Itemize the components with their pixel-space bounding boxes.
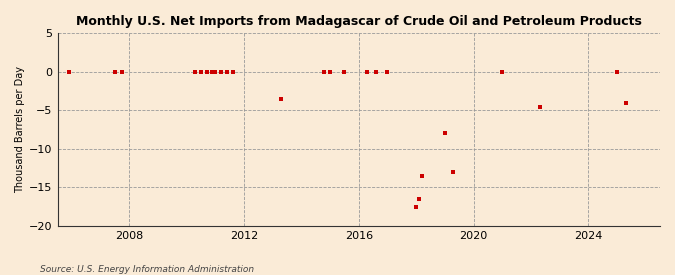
Point — [371, 70, 381, 74]
Point — [411, 204, 422, 209]
Point — [196, 70, 207, 74]
Title: Monthly U.S. Net Imports from Madagascar of Crude Oil and Petroleum Products: Monthly U.S. Net Imports from Madagascar… — [76, 15, 642, 28]
Point — [210, 70, 221, 74]
Point — [109, 70, 120, 74]
Point — [382, 70, 393, 74]
Point — [325, 70, 335, 74]
Point — [221, 70, 232, 74]
Point — [190, 70, 200, 74]
Point — [227, 70, 238, 74]
Point — [207, 70, 218, 74]
Point — [63, 70, 74, 74]
Point — [620, 100, 631, 105]
Point — [497, 70, 508, 74]
Point — [612, 70, 622, 74]
Point — [319, 70, 329, 74]
Point — [448, 170, 459, 174]
Point — [416, 174, 427, 178]
Point — [414, 197, 425, 201]
Point — [201, 70, 212, 74]
Text: Source: U.S. Energy Information Administration: Source: U.S. Energy Information Administ… — [40, 265, 254, 274]
Point — [117, 70, 128, 74]
Point — [276, 97, 287, 101]
Y-axis label: Thousand Barrels per Day: Thousand Barrels per Day — [15, 66, 25, 193]
Point — [439, 131, 450, 136]
Point — [362, 70, 373, 74]
Point — [534, 104, 545, 109]
Point — [215, 70, 226, 74]
Point — [339, 70, 350, 74]
